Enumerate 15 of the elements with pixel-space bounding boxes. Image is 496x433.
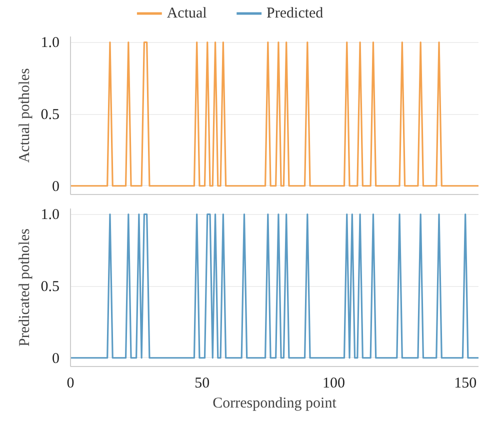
y-tick-label: 1.0 [40, 207, 60, 224]
x-axis-title: Corresponding point [212, 396, 338, 412]
y-tick-label: 1.0 [40, 35, 60, 52]
y-axis-title: Actual potholes [16, 68, 33, 163]
x-tick-label: 0 [66, 376, 74, 392]
x-tick-label: 150 [454, 376, 477, 392]
legend-label: Predicted [266, 6, 324, 22]
y-tick-label: 0 [52, 178, 60, 195]
y-tick-label: 0 [52, 350, 60, 367]
x-tick-label: 100 [322, 376, 345, 392]
y-tick-label: 0.5 [40, 279, 60, 296]
y-axis-title: Predicated potholes [16, 228, 33, 346]
y-tick-label: 0.5 [40, 107, 60, 124]
x-tick-label: 50 [194, 376, 210, 392]
legend-label: Actual [166, 6, 207, 22]
